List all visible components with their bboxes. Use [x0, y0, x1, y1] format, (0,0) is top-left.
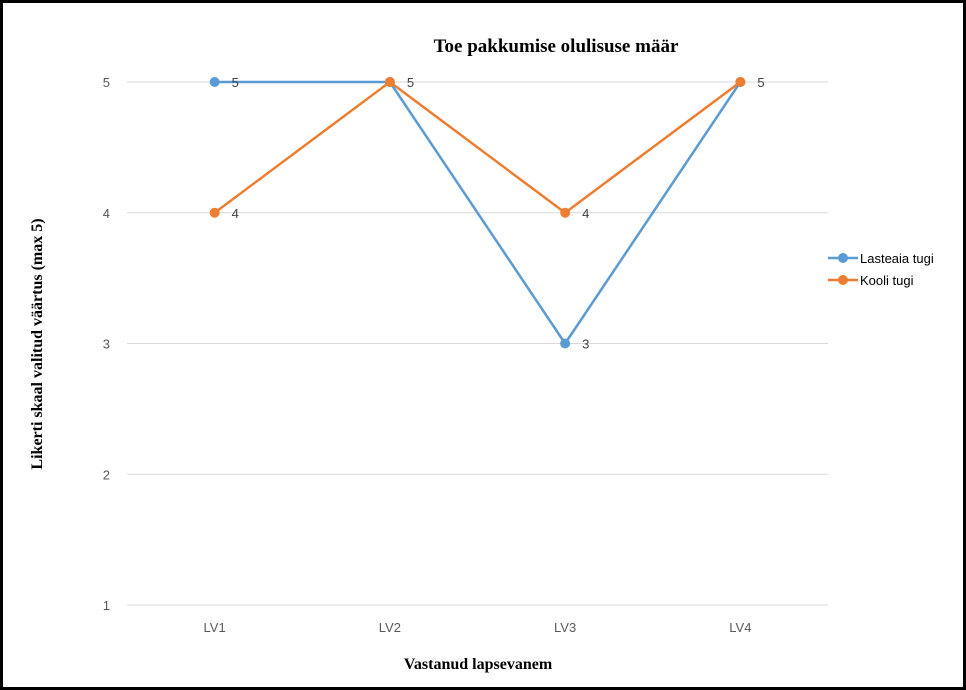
series-line — [213, 80, 742, 214]
data-point — [560, 338, 571, 349]
data-point — [560, 207, 571, 218]
data-label: 5 — [407, 75, 414, 90]
data-label: 4 — [582, 206, 589, 221]
data-labels: 5 3 5 4 5 4 — [232, 75, 765, 352]
data-label: 5 — [757, 75, 764, 90]
legend-marker — [838, 253, 848, 263]
x-axis-title: Vastanud lapsevanem — [404, 656, 553, 673]
legend-label: Kooli tugi — [860, 273, 914, 288]
x-tick-label: LV3 — [554, 620, 576, 635]
chart-title: Toe pakkumise olulisuse määr — [434, 36, 679, 57]
x-tick-label: LV1 — [204, 620, 226, 635]
y-tick-label: 1 — [103, 598, 110, 613]
data-label: 4 — [232, 206, 239, 221]
x-tick-label: LV2 — [379, 620, 401, 635]
y-tick-label: 4 — [103, 206, 110, 221]
legend-label: Lasteaia tugi — [860, 251, 934, 266]
data-label: 5 — [232, 75, 239, 90]
y-tick-label: 2 — [103, 467, 110, 482]
series-line — [214, 80, 742, 345]
y-tick-label: 5 — [103, 75, 110, 90]
data-point — [384, 77, 395, 87]
data-label: 3 — [582, 337, 589, 352]
x-axis-ticks: LV1 LV2 LV3 LV4 — [204, 620, 752, 635]
legend-marker — [838, 275, 848, 285]
y-tick-label: 3 — [103, 337, 110, 352]
x-tick-label: LV4 — [729, 620, 751, 635]
data-point — [209, 207, 220, 218]
legend: Lasteaia tugi Kooli tugi — [828, 251, 934, 288]
data-point — [209, 77, 220, 87]
y-axis-ticks: 1 2 3 4 5 — [103, 75, 110, 613]
data-point — [735, 77, 746, 87]
gridlines — [127, 81, 828, 606]
series-group — [209, 77, 746, 349]
y-axis-title: Likerti skaal valitud väärtus (max 5) — [29, 218, 46, 469]
